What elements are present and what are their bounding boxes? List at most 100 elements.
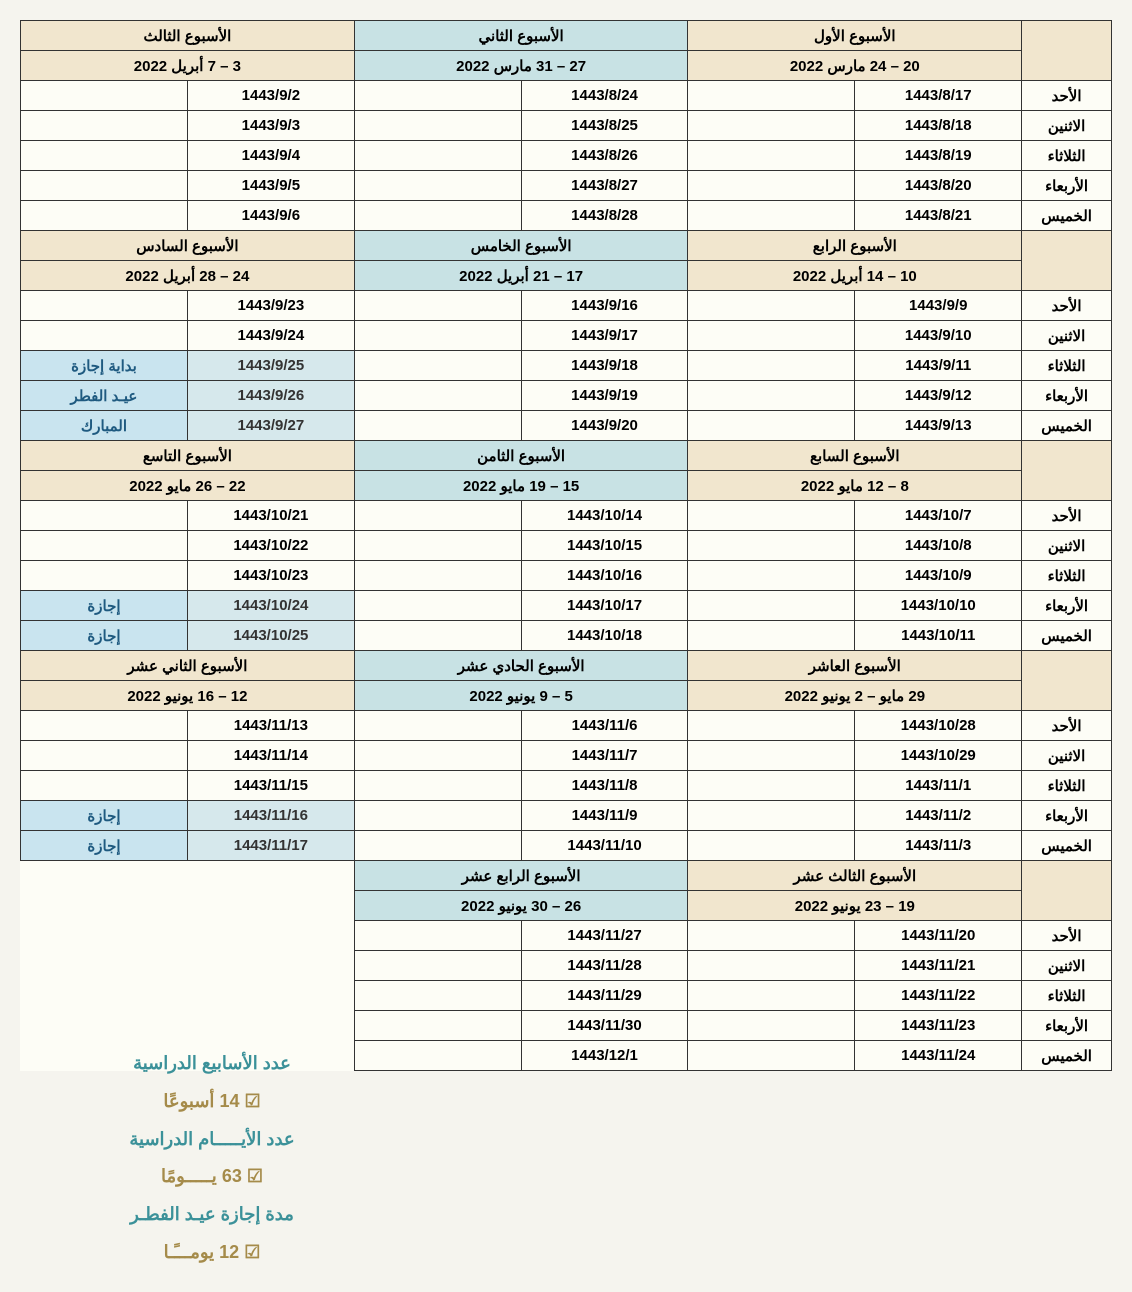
- note-cell: [688, 111, 855, 141]
- hijri-date: 1443/9/17: [521, 321, 688, 351]
- note-cell: عيـد الفطر: [21, 381, 188, 411]
- day-label: الأربعاء: [1022, 591, 1112, 621]
- hijri-date: 1443/11/8: [521, 771, 688, 801]
- hijri-date: 1443/9/9: [855, 291, 1022, 321]
- day-label: الثلاثاء: [1022, 771, 1112, 801]
- hijri-date: 1443/11/29: [521, 981, 688, 1011]
- note-cell: [21, 201, 188, 231]
- note-cell: [354, 1011, 521, 1041]
- note-cell: [688, 1041, 855, 1071]
- note-cell: [688, 141, 855, 171]
- day-label: الاثنين: [1022, 951, 1112, 981]
- note-cell: [688, 591, 855, 621]
- note-cell: [688, 981, 855, 1011]
- note-cell: [354, 771, 521, 801]
- week-title: الأسبوع الأول: [688, 21, 1022, 51]
- hijri-date: 1443/10/24: [187, 591, 354, 621]
- hijri-date: 1443/10/11: [855, 621, 1022, 651]
- note-cell: [688, 831, 855, 861]
- note-cell: [688, 351, 855, 381]
- hijri-date: 1443/10/28: [855, 711, 1022, 741]
- hijri-date: 1443/9/3: [187, 111, 354, 141]
- hijri-date: 1443/9/12: [855, 381, 1022, 411]
- note-cell: [354, 621, 521, 651]
- note-cell: [21, 111, 188, 141]
- hijri-date: 1443/9/4: [187, 141, 354, 171]
- hijri-date: 1443/10/10: [855, 591, 1022, 621]
- note-cell: بداية إجازة: [21, 351, 188, 381]
- day-label: الاثنين: [1022, 111, 1112, 141]
- week-title: الأسبوع الثالث عشر: [688, 861, 1022, 891]
- hijri-date: 1443/12/1: [521, 1041, 688, 1071]
- week-title: الأسبوع التاسع: [21, 441, 355, 471]
- hijri-date: 1443/9/13: [855, 411, 1022, 441]
- note-cell: إجازة: [21, 591, 188, 621]
- hijri-date: 1443/9/18: [521, 351, 688, 381]
- hijri-date: 1443/9/26: [187, 381, 354, 411]
- day-label: الخميس: [1022, 831, 1112, 861]
- hijri-date: 1443/8/17: [855, 81, 1022, 111]
- hijri-date: 1443/11/21: [855, 951, 1022, 981]
- note-cell: [354, 111, 521, 141]
- week-range: 20 – 24 مارس 2022: [688, 51, 1022, 81]
- hijri-date: 1443/8/21: [855, 201, 1022, 231]
- hijri-date: 1443/9/10: [855, 321, 1022, 351]
- note-cell: [688, 711, 855, 741]
- note-cell: [21, 171, 188, 201]
- hijri-date: 1443/8/19: [855, 141, 1022, 171]
- note-cell: [354, 291, 521, 321]
- week-range: 29 مايو – 2 يونيو 2022: [688, 681, 1022, 711]
- note-cell: [21, 501, 188, 531]
- hijri-date: 1443/8/18: [855, 111, 1022, 141]
- hijri-date: 1443/10/23: [187, 561, 354, 591]
- hijri-date: 1443/10/25: [187, 621, 354, 651]
- note-cell: [354, 411, 521, 441]
- note-cell: [688, 501, 855, 531]
- week-range: 8 – 12 مايو 2022: [688, 471, 1022, 501]
- week-range: 17 – 21 أبريل 2022: [354, 261, 688, 291]
- note-cell: [688, 921, 855, 951]
- note-cell: [21, 321, 188, 351]
- summary-box: عدد الأسابيع الدراسية 14 أسبوعًا عدد الأ…: [62, 1045, 362, 1272]
- note-cell: [354, 561, 521, 591]
- note-cell: [21, 771, 188, 801]
- day-label: الأربعاء: [1022, 801, 1112, 831]
- hijri-date: 1443/10/14: [521, 501, 688, 531]
- week-range: 15 – 19 مايو 2022: [354, 471, 688, 501]
- note-cell: [354, 591, 521, 621]
- note-cell: [354, 951, 521, 981]
- hijri-date: 1443/9/20: [521, 411, 688, 441]
- note-cell: [21, 561, 188, 591]
- hijri-date: 1443/8/27: [521, 171, 688, 201]
- week-range: 5 – 9 يونيو 2022: [354, 681, 688, 711]
- note-cell: إجازة: [21, 801, 188, 831]
- summary-weeks-value: 14 أسبوعًا: [62, 1083, 362, 1121]
- day-label: الاثنين: [1022, 321, 1112, 351]
- week-range: 3 – 7 أبريل 2022: [21, 51, 355, 81]
- hijri-date: 1443/11/14: [187, 741, 354, 771]
- day-label: الثلاثاء: [1022, 981, 1112, 1011]
- week-title: الأسبوع الرابع عشر: [354, 861, 688, 891]
- summary-weeks-label: عدد الأسابيع الدراسية: [62, 1045, 362, 1083]
- week-range: 24 – 28 أبريل 2022: [21, 261, 355, 291]
- hijri-date: 1443/10/8: [855, 531, 1022, 561]
- week-title: الأسبوع الرابع: [688, 231, 1022, 261]
- corner-cell: [1022, 441, 1112, 501]
- note-cell: [688, 561, 855, 591]
- hijri-date: 1443/8/20: [855, 171, 1022, 201]
- note-cell: [354, 801, 521, 831]
- note-cell: [688, 951, 855, 981]
- hijri-date: 1443/10/21: [187, 501, 354, 531]
- hijri-date: 1443/9/6: [187, 201, 354, 231]
- note-cell: [688, 81, 855, 111]
- hijri-date: 1443/11/9: [521, 801, 688, 831]
- day-label: الأربعاء: [1022, 171, 1112, 201]
- day-label: الأحد: [1022, 291, 1112, 321]
- note-cell: [354, 1041, 521, 1071]
- day-label: الأربعاء: [1022, 1011, 1112, 1041]
- hijri-date: 1443/10/18: [521, 621, 688, 651]
- note-cell: [688, 411, 855, 441]
- day-label: الثلاثاء: [1022, 351, 1112, 381]
- note-cell: [354, 171, 521, 201]
- hijri-date: 1443/9/19: [521, 381, 688, 411]
